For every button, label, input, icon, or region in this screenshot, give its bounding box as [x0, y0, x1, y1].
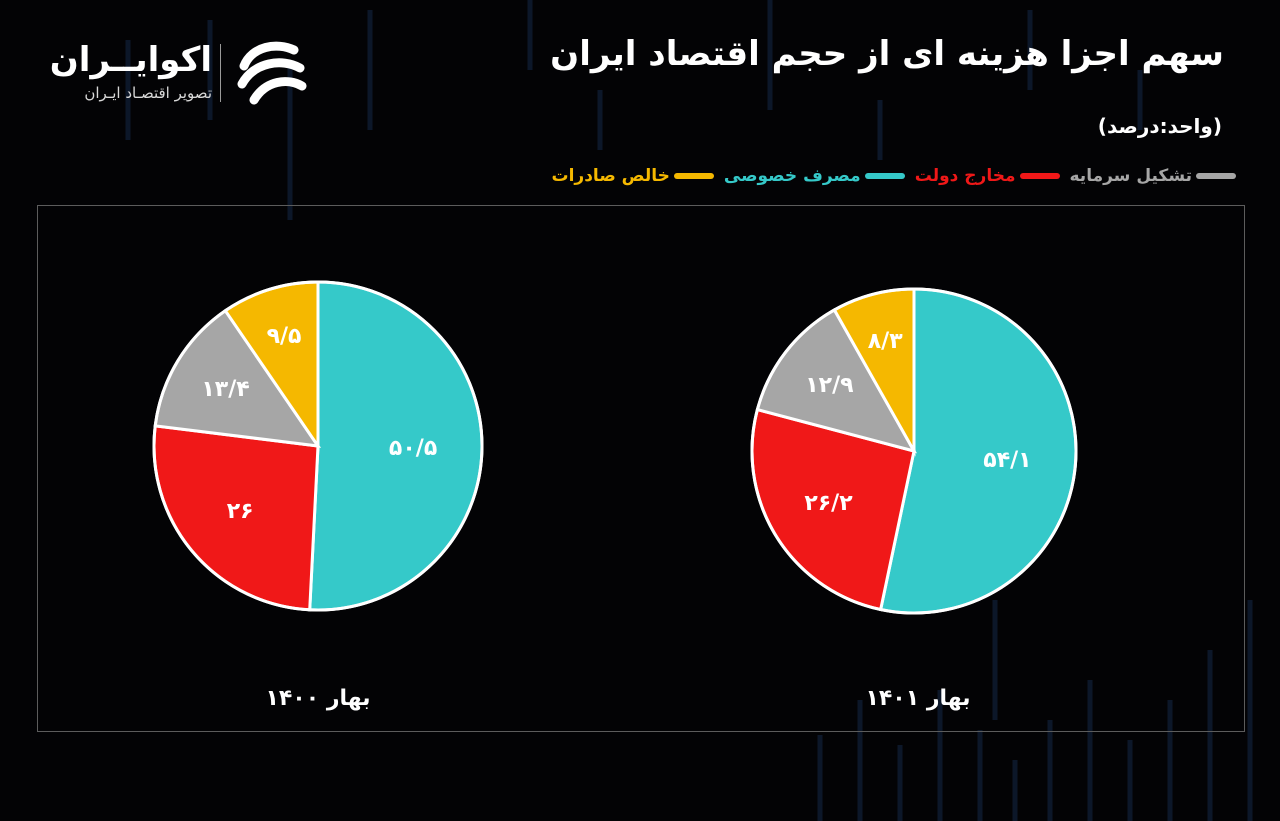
chart-frame	[37, 205, 1245, 732]
pie-slice-label: ۲۶/۲	[804, 491, 853, 516]
legend-swatch	[1019, 173, 1060, 179]
pie-slice-label: ۵۴/۱	[983, 448, 1031, 473]
legend-item-private-consumption: مصرف خصوصی	[724, 166, 905, 186]
unit-label: (واحد:درصد)	[1097, 114, 1222, 138]
legend-label: مصرف خصوصی	[723, 166, 861, 186]
legend-label: مخارج دولت	[914, 166, 1016, 186]
logo-tagline: تصویر اقتصـاد ایـران	[84, 84, 212, 102]
legend-swatch	[1196, 173, 1236, 179]
legend-swatch	[673, 173, 714, 179]
legend-label: خالص صادرات	[551, 166, 670, 186]
logo-divider	[220, 44, 221, 102]
brand-logo: اکوایــران تصویر اقتصـاد ایـران	[49, 36, 322, 106]
logo-mark-icon	[237, 41, 307, 105]
legend-swatch	[864, 173, 905, 179]
legend-item-net-exports: خالص صادرات	[552, 166, 714, 186]
logo-name: اکوایــران	[49, 40, 212, 80]
pie-slice-label: ۲۶	[227, 499, 254, 524]
legend: خالص صادرات مصرف خصوصی مخارج دولت تشکیل …	[552, 166, 1236, 186]
pie-outline	[152, 280, 484, 612]
pie-slice-label: ۱۲/۹	[805, 373, 853, 398]
pie-caption-1401: بهار ۱۴۰۱	[865, 686, 971, 711]
legend-item-capital-formation: تشکیل سرمایه	[1069, 166, 1236, 186]
pie-slice-label: ۵۰/۵	[389, 436, 437, 461]
pie-slice-label: ۱۳/۴	[201, 377, 249, 402]
pie-slice-label: ۸/۳	[868, 329, 903, 354]
pie-caption-1400: بهار ۱۴۰۰	[265, 686, 371, 711]
legend-item-government-spending: مخارج دولت	[915, 166, 1060, 186]
pie-outline	[750, 287, 1078, 615]
pie-slice-label: ۹/۵	[267, 324, 302, 349]
legend-label: تشکیل سرمایه	[1069, 166, 1193, 186]
chart-title: سهم اجزا هزینه ای از حجم اقتصاد ایران	[550, 34, 1224, 74]
